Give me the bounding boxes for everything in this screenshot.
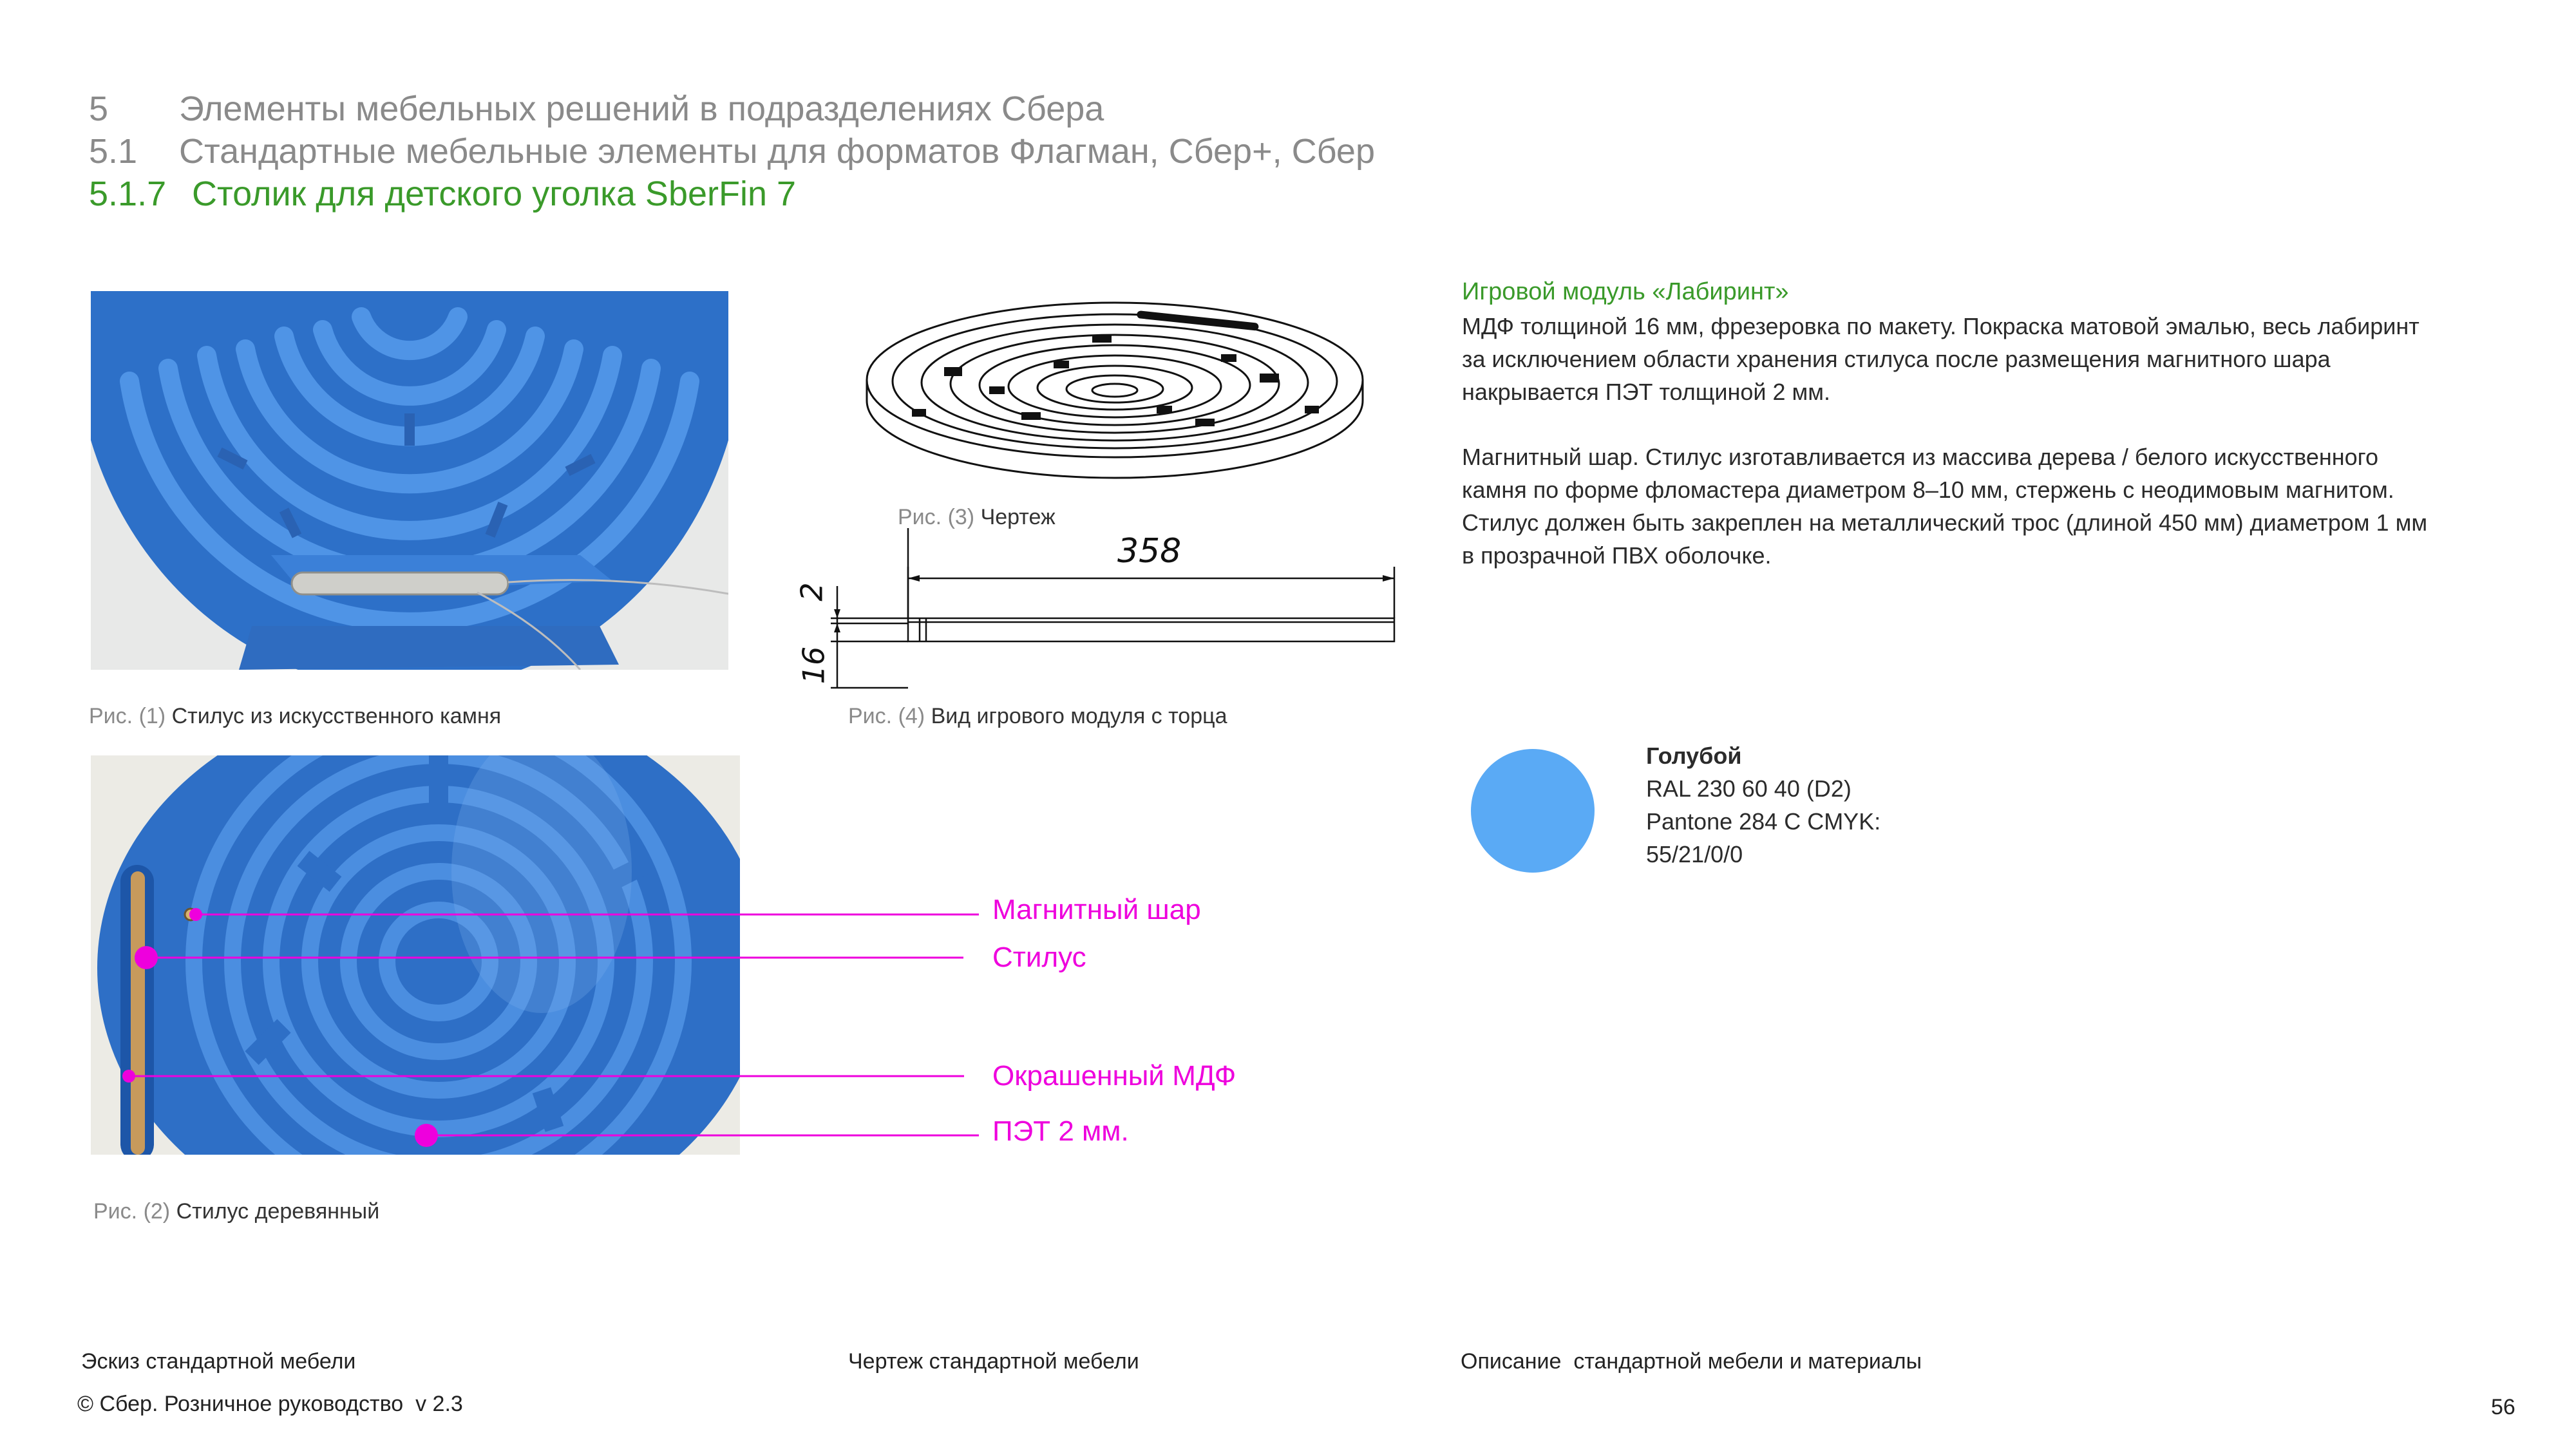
figure-caption-3: Рис. (3) Чертеж [898,505,1056,530]
heading-number: 5.1 [89,132,138,171]
caption-prefix: Рис. (2) [93,1199,171,1224]
caption-prefix: Рис. (1) [89,704,166,728]
callout-pet: ПЭТ 2 мм. [992,1115,1129,1147]
figure-caption-1: Рис. (1) Стилус из искусственного камня [89,704,501,729]
caption-text: Вид игрового модуля с торца [931,704,1227,728]
figure-caption-4: Рис. (4) Вид игрового модуля с торца [848,704,1227,729]
color-swatch [1471,749,1595,873]
photo-stone-stylus [91,291,728,670]
heading-text: Стандартные мебельные элементы для форма… [179,132,1375,171]
callout-stylus: Стилус [992,942,1086,973]
callout-painted-mdf: Окрашенный МДФ [992,1060,1236,1092]
color-info: Голубой RAL 230 60 40 (D2) Pantone 284 C… [1646,739,2032,871]
page-number: 56 [2491,1395,2515,1419]
heading-level-1: 5 Элементы мебельных решений в подразделе… [89,88,1104,130]
heading-level-3: 5.1.7 Столик для детского уголка SberFin … [89,173,796,215]
description-title: Игровой модуль «Лабиринт» [1462,278,1789,305]
heading-level-2: 5.1 Стандартные мебельные элементы для фо… [89,130,1375,173]
caption-text: Чертеж [980,505,1056,529]
isometric-drawing [860,296,1369,489]
description-block: Игровой модуль «Лабиринт» МДФ толщиной 1… [1462,278,2441,572]
color-name: Голубой [1646,743,1742,769]
color-pantone: Pantone 284 C CMYK: [1646,808,1881,835]
heading-text: Элементы мебельных решений в подразделен… [179,90,1104,128]
dimension-width: 358 [1117,532,1182,571]
dimension-thickness: 16 [796,646,831,685]
figure-caption-2: Рис. (2) Стилус деревянный [93,1199,379,1224]
description-para-1: МДФ толщиной 16 мм, фрезеровка по макету… [1462,313,2420,405]
caption-prefix: Рис. (4) [848,704,925,728]
color-ral: RAL 230 60 40 (D2) [1646,775,1852,802]
color-cmyk: 55/21/0/0 [1646,841,1743,867]
footer-copyright: © Сбер. Розничное руководство v 2.3 [77,1392,463,1416]
side-profile-drawing: 358 2 16 [792,528,1410,702]
footer-drawing-label: Чертеж стандартной мебели [848,1349,1139,1374]
caption-text: Стилус из искусственного камня [171,704,502,728]
caption-prefix: Рис. (3) [898,505,975,529]
caption-text: Стилус деревянный [176,1199,380,1224]
photo-wooden-stylus [91,755,740,1155]
heading-number: 5.1.7 [89,175,167,213]
heading-number: 5 [89,90,109,128]
callout-magnetic-ball: Магнитный шар [992,894,1201,925]
description-para-2: Магнитный шар. Стилус изготавливается из… [1462,444,2428,569]
dimension-top: 2 [794,582,829,601]
footer-sketch-label: Эскиз стандартной мебели [81,1349,356,1374]
heading-text: Столик для детского уголка SberFin 7 [192,175,797,213]
footer-description-label: Описание стандартной мебели и материалы [1461,1349,1922,1374]
